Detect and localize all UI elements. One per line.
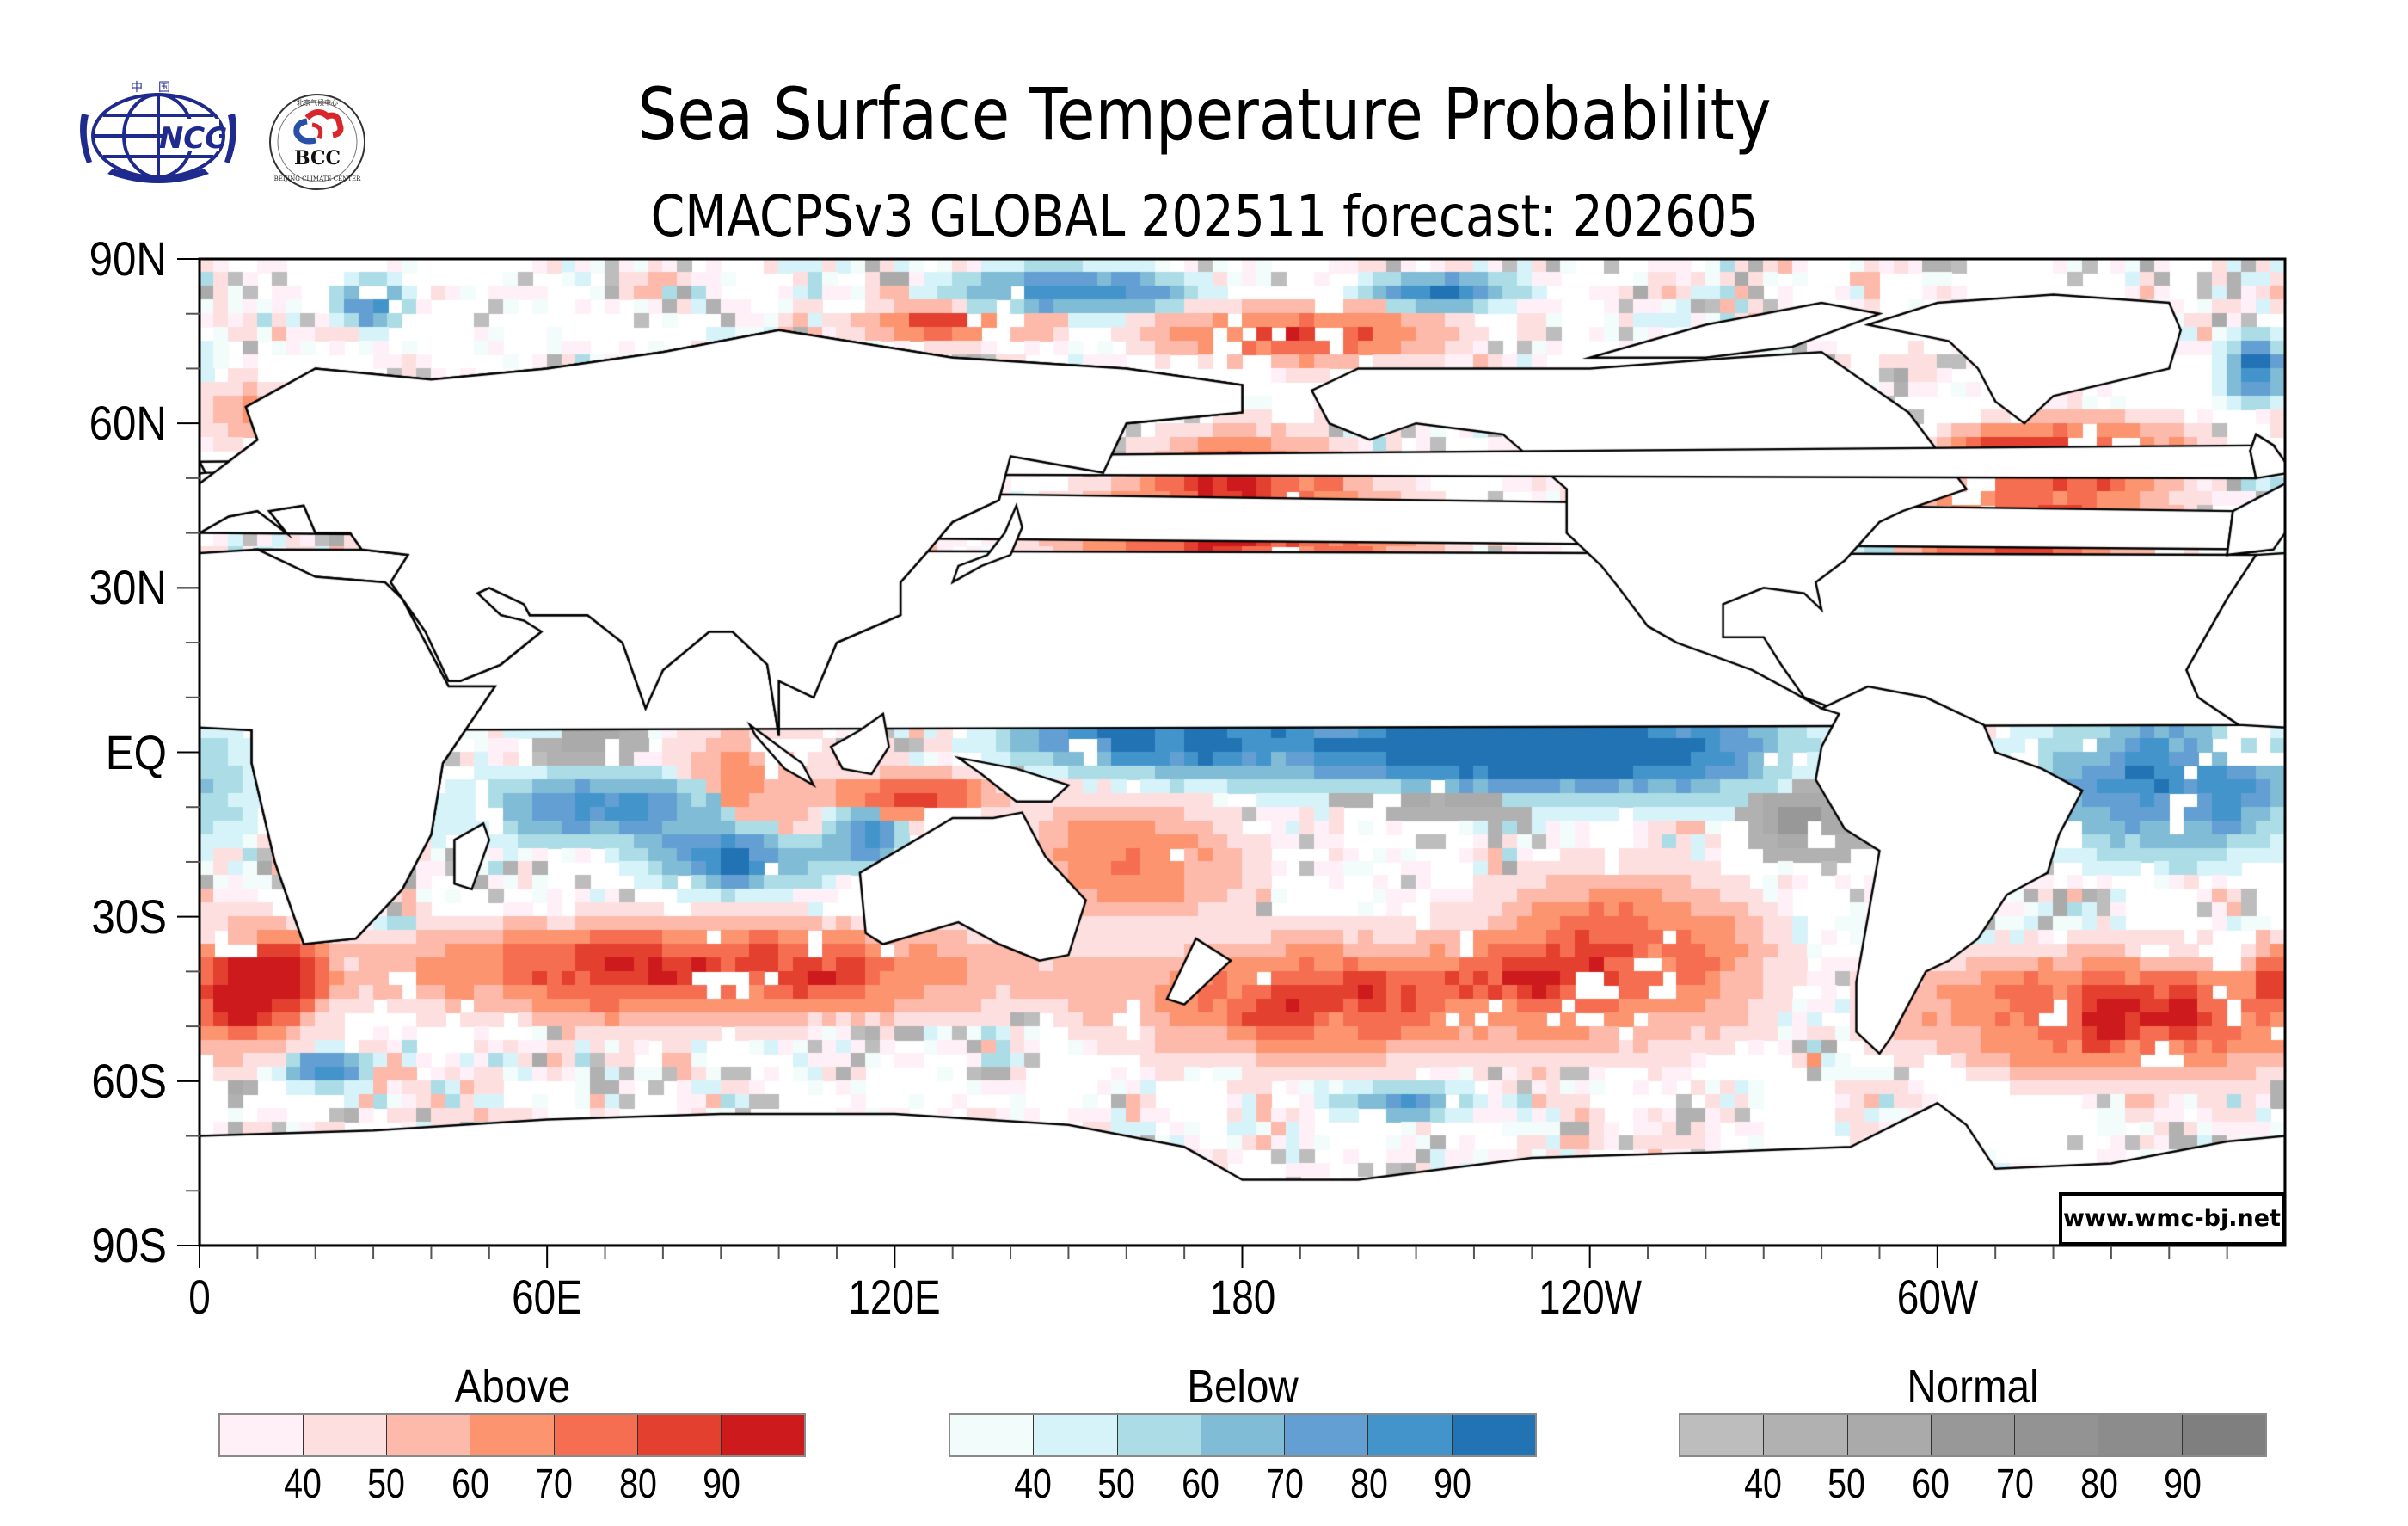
legend-title-normal: Normal xyxy=(1907,1361,2039,1412)
legend-title-above: Above xyxy=(454,1361,571,1412)
ncc-logo: NCC 中国 xyxy=(73,79,243,188)
legend-tick-label: 60 xyxy=(1182,1461,1220,1507)
chart-subtitle: CMACPSv3 GLOBAL 202511 forecast: 202605 xyxy=(650,183,1759,249)
legend-swatch xyxy=(304,1415,388,1455)
legend-tick-label: 70 xyxy=(1995,1461,2034,1507)
legend-swatch xyxy=(1117,1415,1201,1455)
legend-swatch xyxy=(1285,1415,1369,1455)
y-tick-label: 30S xyxy=(91,889,167,944)
y-tick-label: 60S xyxy=(91,1053,167,1108)
legend-swatch xyxy=(1034,1415,1118,1455)
legend-swatch xyxy=(1847,1415,1932,1455)
legend-tick-label: 90 xyxy=(1434,1461,1472,1507)
legend-tick-label: 50 xyxy=(1828,1461,1866,1507)
legend-swatch xyxy=(1931,1415,2016,1455)
x-tick-label: 0 xyxy=(188,1270,211,1324)
x-tick-label: 60W xyxy=(1896,1270,1979,1324)
legend-tick-label: 80 xyxy=(1349,1461,1388,1507)
x-tick-label: 180 xyxy=(1209,1270,1275,1324)
legend-swatch xyxy=(2182,1415,2265,1455)
map-frame xyxy=(198,257,2287,1247)
watermark-link[interactable]: www.wmc-bj.net xyxy=(2059,1192,2285,1246)
legend-swatch xyxy=(1452,1415,1535,1455)
bcc-logo-text: BCC xyxy=(294,147,341,169)
legend-tick-label: 40 xyxy=(283,1461,322,1507)
legend-tick-label: 80 xyxy=(618,1461,657,1507)
bcc-logo: BCC 北京气候中心 BEIJING CLIMATE CENTER xyxy=(267,92,367,192)
bcc-logo-ring-text: BEIJING CLIMATE CENTER xyxy=(274,175,362,182)
y-tick-label: 30N xyxy=(89,560,167,615)
legend-swatch xyxy=(950,1415,1035,1455)
chart-title: Sea Surface Temperature Probability xyxy=(637,72,1772,157)
y-tick-label: 90S xyxy=(91,1218,167,1272)
legend-title-below: Below xyxy=(1187,1361,1299,1412)
legend-swatch xyxy=(220,1415,304,1455)
legend-tick-label: 60 xyxy=(451,1461,489,1507)
legend-swatch xyxy=(387,1415,471,1455)
legend-swatch xyxy=(554,1415,638,1455)
x-tick-label: 120E xyxy=(848,1270,941,1324)
legend-bar-normal xyxy=(1679,1413,2267,1457)
legend-swatch xyxy=(1680,1415,1765,1455)
legend-tick-label: 40 xyxy=(1013,1461,1052,1507)
legend-tick-label: 70 xyxy=(1265,1461,1304,1507)
legend-swatch xyxy=(2015,1415,2099,1455)
sst-probability-map xyxy=(200,259,2285,1246)
legend-swatch xyxy=(721,1415,804,1455)
legend-swatch xyxy=(1764,1415,1848,1455)
legend-tick-label: 60 xyxy=(1912,1461,1950,1507)
x-tick-label: 120W xyxy=(1538,1270,1642,1324)
legend-tick-label: 70 xyxy=(535,1461,574,1507)
ncc-logo-text: NCC xyxy=(159,121,226,156)
bcc-logo-top-text: 北京气候中心 xyxy=(297,98,338,107)
legend-tick-label: 80 xyxy=(2079,1461,2118,1507)
legend-bar-above xyxy=(218,1413,806,1457)
legend-swatch xyxy=(470,1415,555,1455)
ncc-globe-icon: NCC 中国 xyxy=(80,81,236,183)
legend-swatch xyxy=(2098,1415,2183,1455)
ncc-logo-top-text: 中国 xyxy=(131,81,186,95)
y-tick-label: 90N xyxy=(89,231,167,286)
x-tick-label: 60E xyxy=(512,1270,583,1324)
legend-tick-label: 50 xyxy=(1097,1461,1136,1507)
y-tick-label: 60N xyxy=(89,396,167,451)
bcc-cloud-icon: BCC 北京气候中心 BEIJING CLIMATE CENTER xyxy=(269,94,366,190)
legend-bar-below xyxy=(949,1413,1537,1457)
legend-swatch xyxy=(1368,1415,1453,1455)
legend-tick-label: 90 xyxy=(703,1461,741,1507)
y-tick-label: EQ xyxy=(105,724,167,779)
legend-tick-label: 50 xyxy=(367,1461,406,1507)
legend-swatch xyxy=(1201,1415,1286,1455)
legend-swatch xyxy=(637,1415,722,1455)
legend-tick-label: 90 xyxy=(2164,1461,2202,1507)
legend-tick-label: 40 xyxy=(1743,1461,1782,1507)
